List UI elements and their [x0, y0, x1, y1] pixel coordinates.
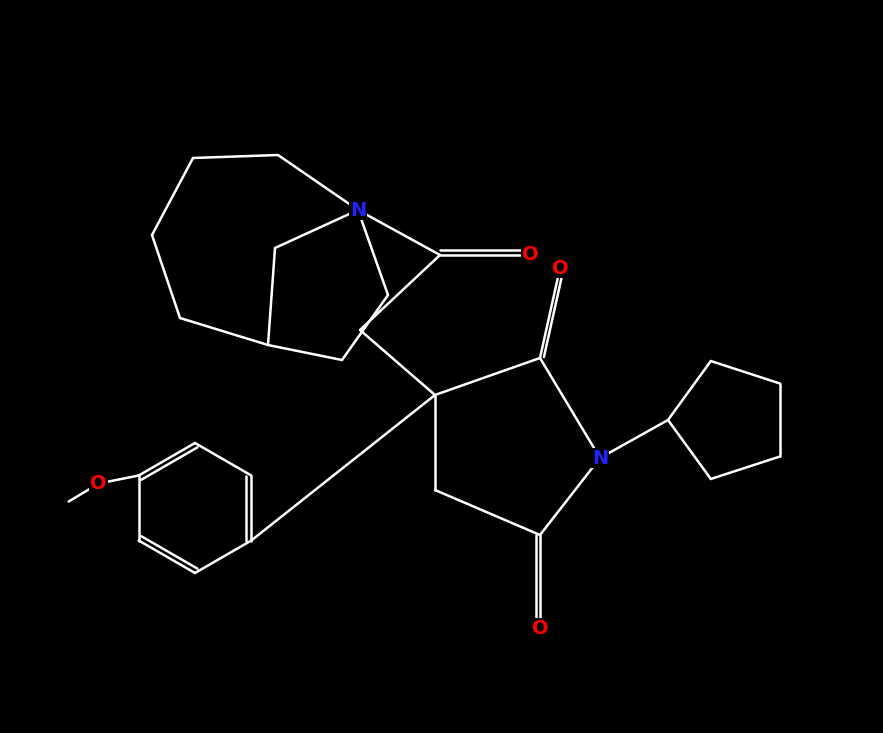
Text: N: N: [350, 201, 366, 219]
Text: N: N: [592, 449, 608, 468]
Text: O: O: [552, 259, 569, 278]
Text: O: O: [522, 246, 539, 265]
Text: O: O: [532, 619, 548, 638]
Text: O: O: [90, 474, 107, 493]
